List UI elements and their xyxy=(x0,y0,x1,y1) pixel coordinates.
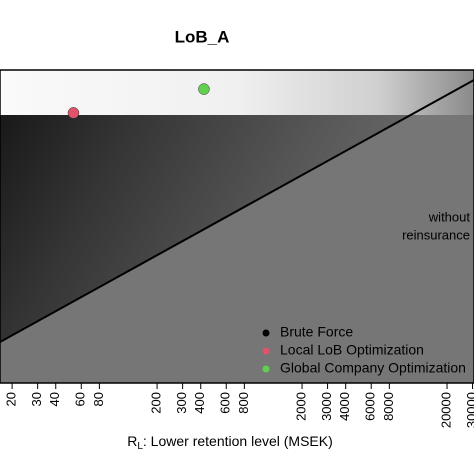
x-label-subscript: L xyxy=(137,441,143,452)
x-tick-label: 6000 xyxy=(363,392,378,421)
x-tick-label: 20000 xyxy=(438,392,453,428)
x-tick-label: 2000 xyxy=(293,392,308,421)
legend-label: Global Company Optimization xyxy=(280,360,466,376)
x-tick-label: 800 xyxy=(236,392,251,414)
x-tick-label: 4000 xyxy=(337,392,352,421)
x-tick-label: 60 xyxy=(73,392,88,406)
legend-label: Brute Force xyxy=(280,324,353,340)
chart-title: LoB_A xyxy=(175,27,230,46)
x-axis-label: RL: Lower retention level (MSEK) xyxy=(127,433,333,452)
x-tick-label: 300 xyxy=(174,392,189,414)
annotation: reinsurance xyxy=(402,227,470,242)
x-tick-label: 30 xyxy=(29,392,44,406)
x-label-text: : Lower retention level (MSEK) xyxy=(143,433,333,449)
x-tick-label: 20 xyxy=(4,392,19,406)
x-tick-label: 30000 xyxy=(464,392,474,428)
x-tick-label: 400 xyxy=(192,392,207,414)
annotation: without xyxy=(428,209,471,224)
legend-marker xyxy=(262,365,270,373)
x-tick-label: 200 xyxy=(149,392,164,414)
contour-background xyxy=(0,69,474,384)
point xyxy=(67,107,80,119)
x-tick-label: 3000 xyxy=(319,392,334,421)
x-tick-label: 40 xyxy=(47,392,62,406)
x-label-symbol: R xyxy=(127,433,137,449)
point xyxy=(198,83,210,95)
x-tick-label: 600 xyxy=(218,392,233,414)
legend-marker xyxy=(262,347,270,355)
x-tick-label: 8000 xyxy=(381,392,396,421)
legend-marker xyxy=(262,329,270,337)
legend-label: Local LoB Optimization xyxy=(280,342,424,358)
x-tick-label: 80 xyxy=(91,392,106,406)
